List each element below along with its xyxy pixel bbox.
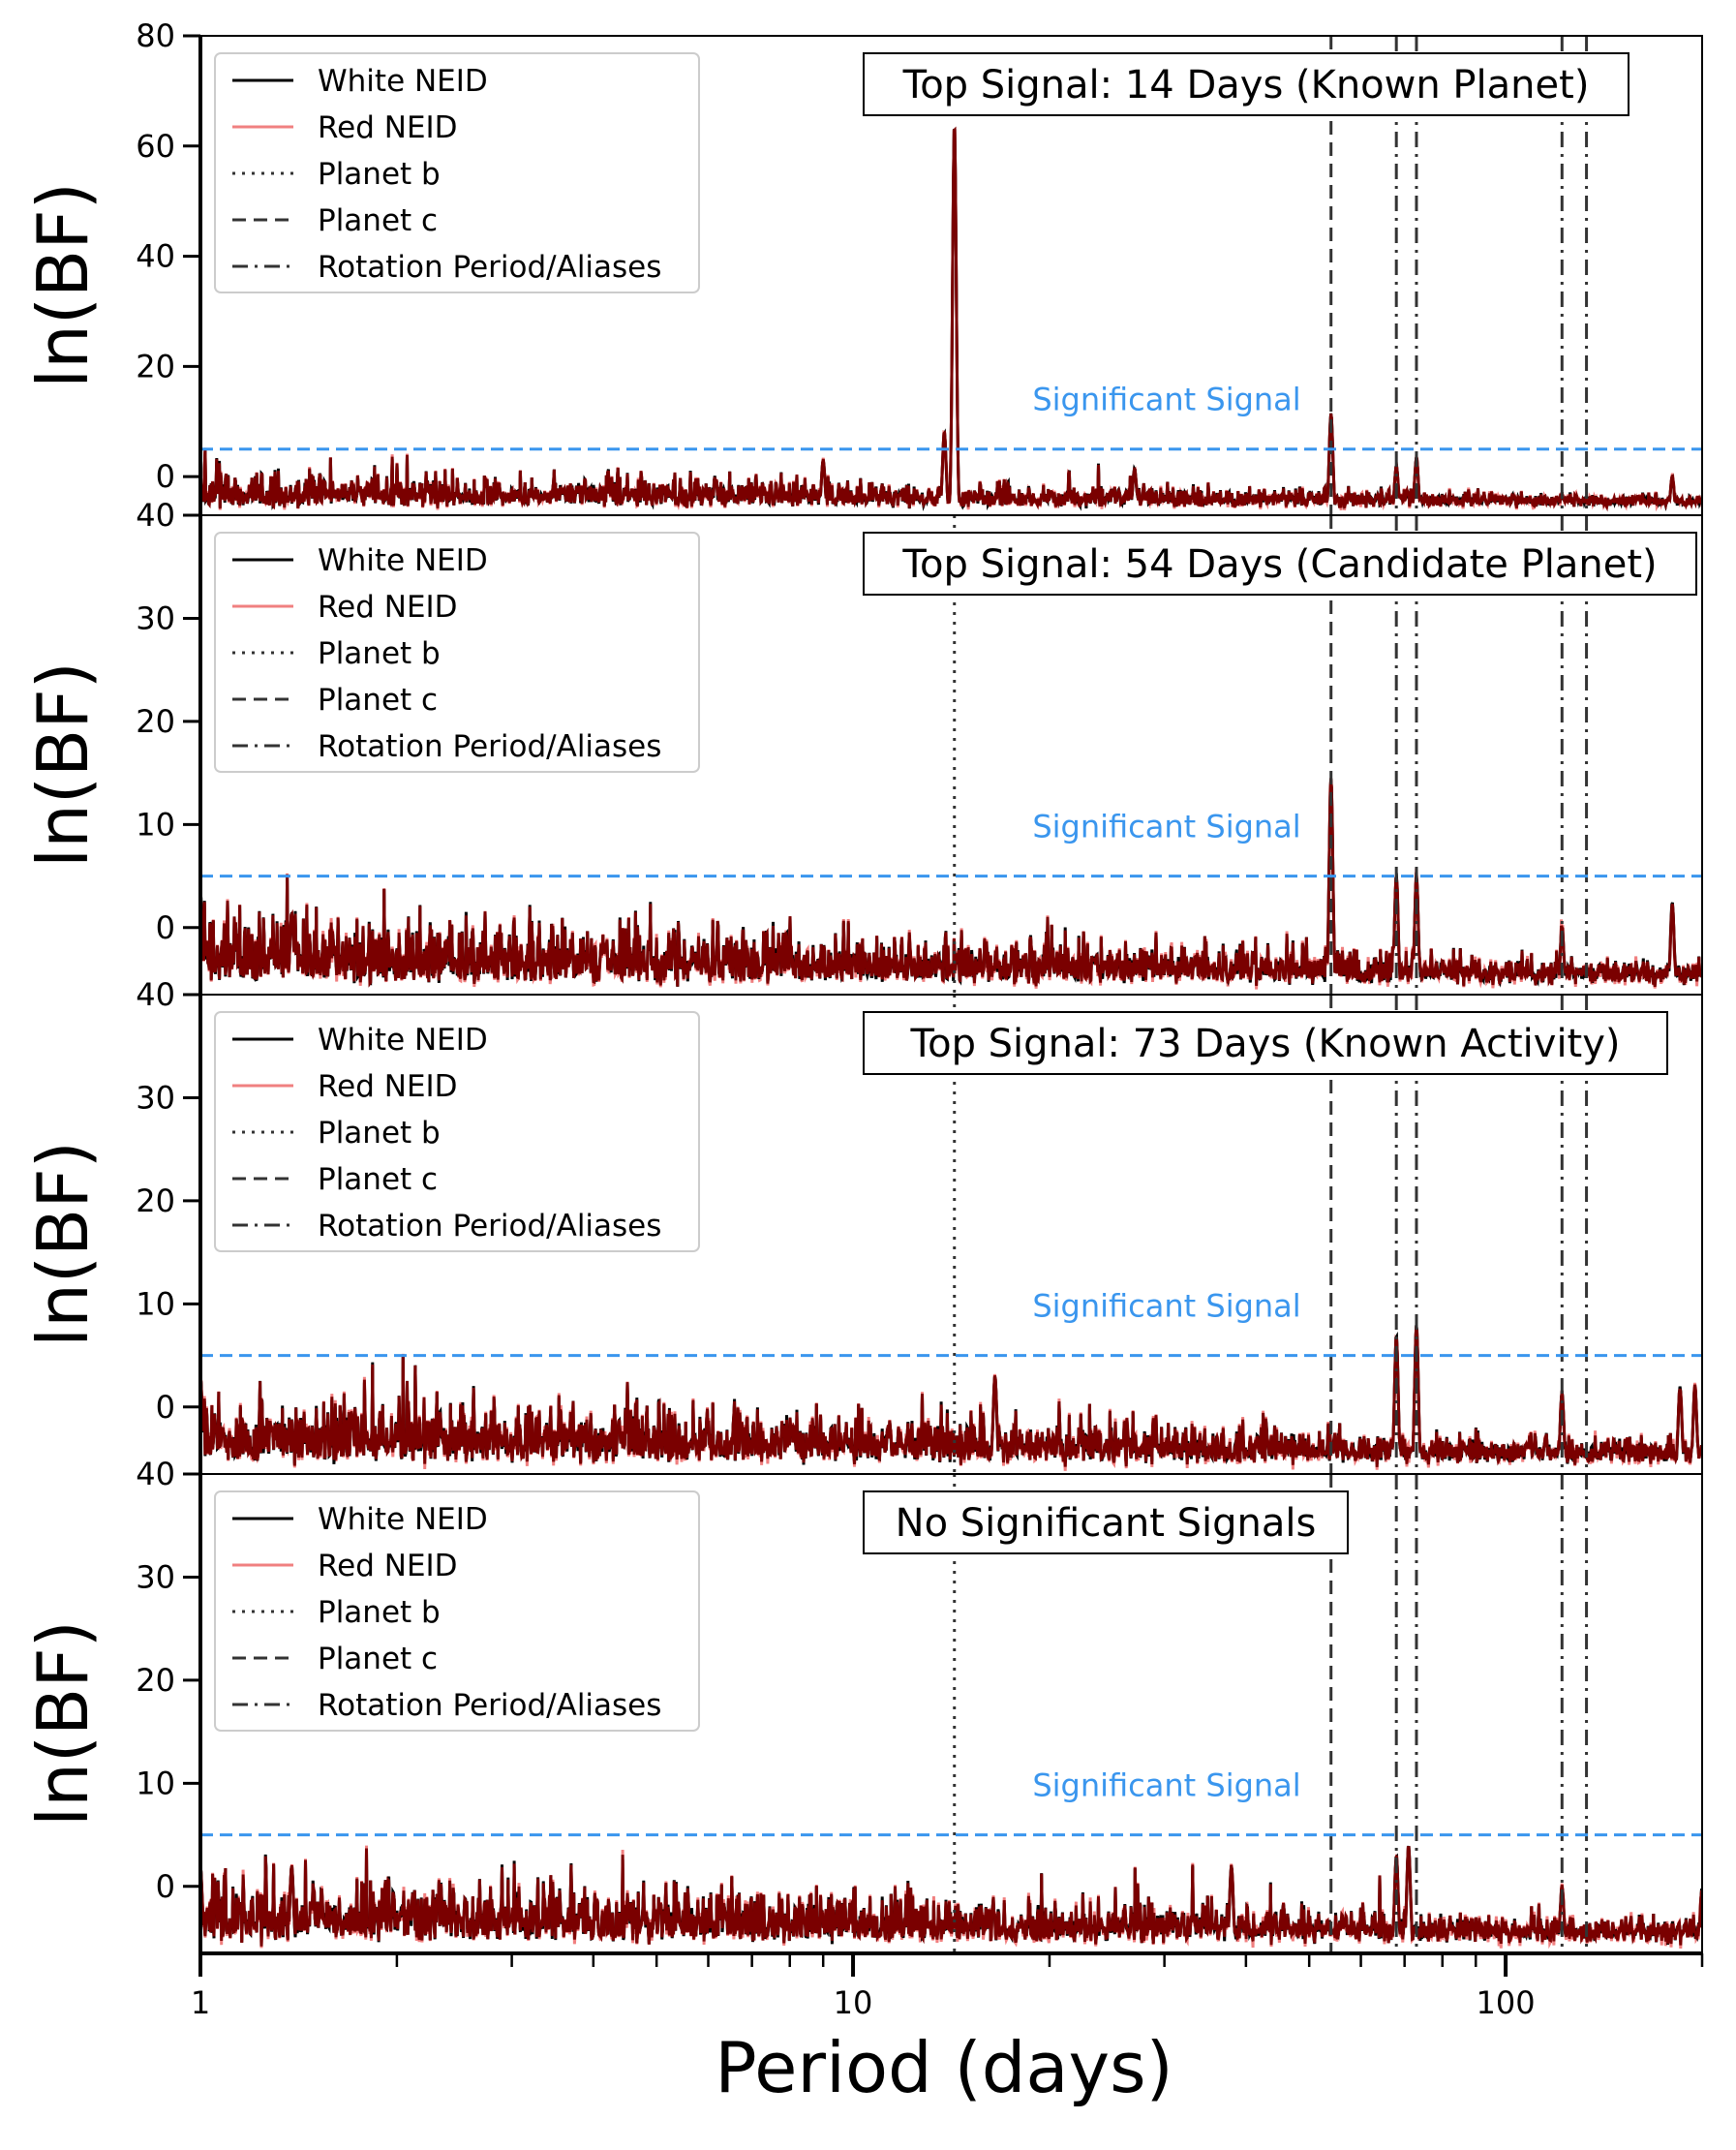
legend-box xyxy=(214,1011,700,1252)
y-tick-label: 40 xyxy=(136,497,175,534)
y-tick-label: 30 xyxy=(136,1079,175,1116)
legend-label: Planet b xyxy=(318,636,441,671)
y-tick-label: 0 xyxy=(156,1868,175,1905)
legend-label: White NEID xyxy=(318,64,488,99)
series-overlap xyxy=(198,1846,1703,1947)
y-tick-label: 80 xyxy=(136,17,175,54)
legend-label: Planet b xyxy=(318,1595,441,1630)
legend-label: White NEID xyxy=(318,1502,488,1537)
panel-4: Significant Signal 0 10 20 30 40 ln(BF) White N… xyxy=(22,1456,1703,1954)
x-tick-label: 10 xyxy=(834,1984,873,2021)
legend-label: Red NEID xyxy=(318,1069,458,1104)
legend: White NEID Red NEID Planet b Planet c Rotati… xyxy=(214,1011,700,1252)
significance-label: Significant Signal xyxy=(1032,809,1300,845)
legend-label: Planet b xyxy=(318,1116,441,1151)
y-tick-label: 0 xyxy=(156,1389,175,1426)
y-tick-label: 10 xyxy=(136,806,175,843)
significance-label: Significant Signal xyxy=(1032,1288,1300,1325)
y-tick-label: 40 xyxy=(136,976,175,1013)
legend-label: Planet c xyxy=(318,1642,438,1676)
legend-label: Rotation Period/Aliases xyxy=(318,729,661,764)
panel-title-box xyxy=(863,532,1697,596)
panel-title: Top Signal: 73 Days (Known Activity) xyxy=(909,1022,1620,1066)
legend-label: Rotation Period/Aliases xyxy=(318,1688,661,1723)
panel-title: No Significant Signals xyxy=(896,1501,1317,1546)
x-tick-label: 1 xyxy=(191,1984,210,2021)
panel-title-box xyxy=(863,52,1629,116)
panel-title-box xyxy=(863,1011,1668,1075)
panel-title-box xyxy=(863,1490,1349,1554)
y-tick-label: 10 xyxy=(136,1765,175,1801)
legend: White NEID Red NEID Planet b Planet c Rotati… xyxy=(214,532,700,773)
y-tick-label: 30 xyxy=(136,599,175,636)
legend-label: Planet c xyxy=(318,203,438,238)
legend-label: White NEID xyxy=(318,1023,488,1058)
panels: Significant Signal 0 20 40 60 80 ln(BF) White N… xyxy=(22,17,1703,1954)
panel-2: Significant Signal 0 10 20 30 40 ln(BF) White N… xyxy=(22,497,1703,996)
legend-label: Planet c xyxy=(318,1162,438,1197)
y-tick-label: 60 xyxy=(136,128,175,165)
series-overlap xyxy=(198,1325,1703,1467)
legend-label: Red NEID xyxy=(318,110,458,145)
legend-label: White NEID xyxy=(318,543,488,578)
y-tick-label: 0 xyxy=(156,909,175,946)
y-tick-label: 20 xyxy=(136,703,175,740)
legend-label: Planet c xyxy=(318,683,438,718)
significance-label: Significant Signal xyxy=(1032,382,1300,418)
panel-1: Significant Signal 0 20 40 60 80 ln(BF) White N… xyxy=(22,17,1703,516)
legend-box xyxy=(214,1490,700,1732)
y-tick-label: 0 xyxy=(156,458,175,495)
x-tick-label: 100 xyxy=(1477,1984,1536,2021)
series-overlap xyxy=(198,778,1703,988)
legend-label: Rotation Period/Aliases xyxy=(318,1209,661,1244)
legend-box xyxy=(214,52,700,293)
legend-label: Red NEID xyxy=(318,1549,458,1583)
y-axis-label: ln(BF) xyxy=(22,1141,104,1347)
legend-label: Planet b xyxy=(318,157,441,192)
y-axis-label: ln(BF) xyxy=(22,661,104,868)
y-tick-label: 40 xyxy=(136,1456,175,1492)
y-tick-label: 30 xyxy=(136,1558,175,1595)
y-tick-label: 10 xyxy=(136,1285,175,1322)
panel-title: Top Signal: 14 Days (Known Planet) xyxy=(902,63,1590,108)
panel-3: Significant Signal 0 10 20 30 40 ln(BF) White N… xyxy=(22,976,1703,1475)
y-tick-label: 20 xyxy=(136,348,175,384)
x-axis-label: Period (days) xyxy=(715,2027,1173,2108)
legend-box xyxy=(214,532,700,773)
x-axis: 1 10 100 xyxy=(191,1951,1704,2021)
y-tick-label: 40 xyxy=(136,238,175,275)
y-axis-label: ln(BF) xyxy=(22,1620,104,1827)
legend: White NEID Red NEID Planet b Planet c Rotati… xyxy=(214,1490,700,1732)
legend-label: Rotation Period/Aliases xyxy=(318,250,661,285)
y-tick-label: 20 xyxy=(136,1662,175,1699)
legend-label: Red NEID xyxy=(318,590,458,625)
legend: White NEID Red NEID Planet b Planet c Rotati… xyxy=(214,52,700,293)
series-overlap xyxy=(198,126,1703,512)
significance-label: Significant Signal xyxy=(1032,1767,1300,1804)
y-axis-label: ln(BF) xyxy=(22,182,104,388)
y-tick-label: 20 xyxy=(136,1182,175,1219)
panel-title: Top Signal: 54 Days (Candidate Planet) xyxy=(901,542,1657,587)
